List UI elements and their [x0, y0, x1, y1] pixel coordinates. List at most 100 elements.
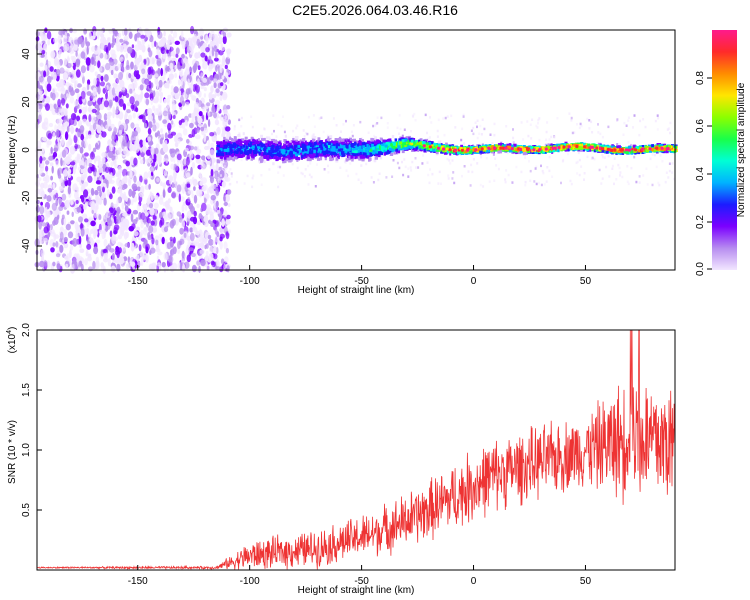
spectrogram-noise-blob	[167, 187, 172, 193]
spectrogram-noise-blob	[79, 36, 83, 41]
spectrogram-noise-blob	[149, 92, 154, 101]
spectrogram-noise-blob	[95, 180, 102, 185]
spectrogram-speckle	[568, 112, 571, 115]
spectrogram-noise-blob	[210, 85, 214, 93]
spectrogram-noise-blob	[191, 162, 196, 169]
spectrogram-noise-blob	[92, 147, 97, 153]
spectrogram-noise-blob	[161, 261, 166, 268]
spectrogram-noise-blob	[152, 90, 156, 98]
spectrogram-noise-blob	[211, 103, 215, 112]
spectrogram-speckle	[616, 143, 619, 146]
spectrogram-speckle	[601, 135, 604, 139]
spectrogram-noise-blob	[186, 254, 191, 263]
spectrogram-noise-blob	[91, 190, 95, 196]
spectrogram-noise-blob	[93, 246, 99, 255]
spectrogram-noise-blob	[171, 262, 178, 271]
spectrogram-noise-blob	[224, 64, 228, 70]
spectrogram-noise-blob	[153, 262, 157, 269]
spectrogram-band-cell	[295, 136, 299, 139]
spectrogram-noise-blob	[106, 85, 109, 90]
spectrogram-noise-blob	[45, 165, 49, 172]
spectrogram-speckle	[421, 162, 424, 165]
spectrogram-noise-blob	[39, 260, 45, 268]
spectrogram-noise-blob	[171, 36, 175, 44]
spectrogram-speckle	[481, 118, 484, 121]
spectrogram-noise-blob	[147, 127, 152, 135]
spectrogram-speckle	[372, 181, 375, 184]
spectrogram-speckle	[673, 177, 676, 181]
spectrogram-noise-blob	[136, 181, 142, 187]
spectrogram-noise-blob	[54, 124, 57, 132]
spectrogram-noise-blob	[64, 255, 69, 260]
spectrogram-noise-blob	[198, 172, 202, 179]
spectrogram-noise-blob	[81, 263, 84, 272]
spectrogram-noise-blob	[102, 224, 106, 230]
spectrogram-noise-blob	[217, 72, 222, 80]
spectrogram-noise-blob	[226, 214, 231, 220]
spectrogram-speckle	[492, 153, 495, 156]
spectrogram-noise-blob	[202, 239, 208, 245]
spectrogram-speckle	[570, 182, 573, 186]
spectrogram-noise-blob	[192, 36, 197, 43]
spectrogram-noise-blob	[118, 111, 124, 120]
spectrogram-speckle	[469, 184, 472, 187]
spectrogram-speckle	[535, 165, 538, 169]
spectrogram-band-cell	[304, 140, 307, 144]
spectrogram-speckle	[534, 167, 537, 170]
spectrogram-noise-blob	[225, 196, 230, 202]
spectrogram-noise-blob	[44, 88, 48, 96]
spectrogram-noise-blob	[207, 139, 211, 148]
spectrogram-noise-blob	[204, 193, 210, 199]
spectrogram-noise-blob	[225, 219, 231, 225]
spectrogram-noise-blob	[197, 51, 201, 59]
spectrogram-noise-blob	[45, 160, 50, 166]
spectrogram-band-cell	[661, 143, 665, 147]
spectrogram-speckle	[618, 166, 621, 170]
spectrogram-noise-blob	[136, 204, 141, 211]
spectrogram-noise-blob	[156, 107, 162, 113]
spectrogram-speckle	[374, 124, 377, 127]
spectrogram-speckle	[638, 175, 641, 178]
spectrogram-speckle	[240, 125, 243, 128]
spectrogram-noise-blob	[78, 109, 82, 114]
spectrogram-noise-blob	[162, 189, 166, 198]
spectrogram-noise-blob	[138, 155, 142, 160]
spectrogram-noise-blob	[135, 107, 139, 113]
spectrogram-noise-blob	[85, 228, 90, 235]
spectrogram-noise-blob	[205, 206, 210, 215]
spectrogram-speckle	[268, 168, 271, 171]
spectrogram-noise-blob	[64, 81, 70, 87]
spectrogram-noise-blob	[65, 223, 71, 231]
spectrogram-noise-blob	[102, 248, 108, 254]
spectrogram-noise-blob	[37, 215, 42, 223]
spectrogram-noise-blob	[129, 96, 135, 105]
spectrogram-band-cell	[221, 133, 224, 137]
spectrogram-speckle	[280, 125, 283, 128]
spectrogram-noise-blob	[83, 162, 87, 167]
spectrogram-noise-blob	[160, 67, 163, 77]
spectrogram-speckle	[236, 180, 238, 184]
spectrogram-speckle	[632, 126, 634, 129]
spectrogram-noise-blob	[84, 258, 88, 266]
spectrogram-noise-blob	[156, 80, 159, 90]
spectrogram-noise-blob	[87, 106, 92, 113]
spectrogram-noise-blob	[69, 244, 74, 251]
spectrogram-noise-blob	[133, 157, 138, 166]
spectrogram-noise-blob	[171, 191, 177, 199]
spectrogram-noise-blob	[134, 33, 138, 42]
spectrogram-speckle	[560, 181, 562, 185]
spectrogram-noise-blob	[217, 65, 221, 74]
spectrogram-speckle	[429, 168, 431, 171]
spectrogram-noise-blob	[103, 100, 109, 108]
spectrogram-speckle	[444, 116, 447, 120]
spectrogram-noise-blob	[44, 138, 50, 144]
spectrogram-band-cell	[351, 139, 356, 142]
spectrogram-noise-blob	[178, 120, 183, 126]
spectrogram-speckle	[669, 121, 672, 125]
spectrogram-speckle	[656, 128, 659, 131]
spectrogram-speckle	[228, 170, 230, 174]
spectrogram-speckle	[583, 172, 586, 175]
spectrogram-speckle	[450, 114, 453, 118]
spectrogram-speckle	[657, 181, 660, 185]
spectrogram-noise-blob	[59, 244, 64, 253]
